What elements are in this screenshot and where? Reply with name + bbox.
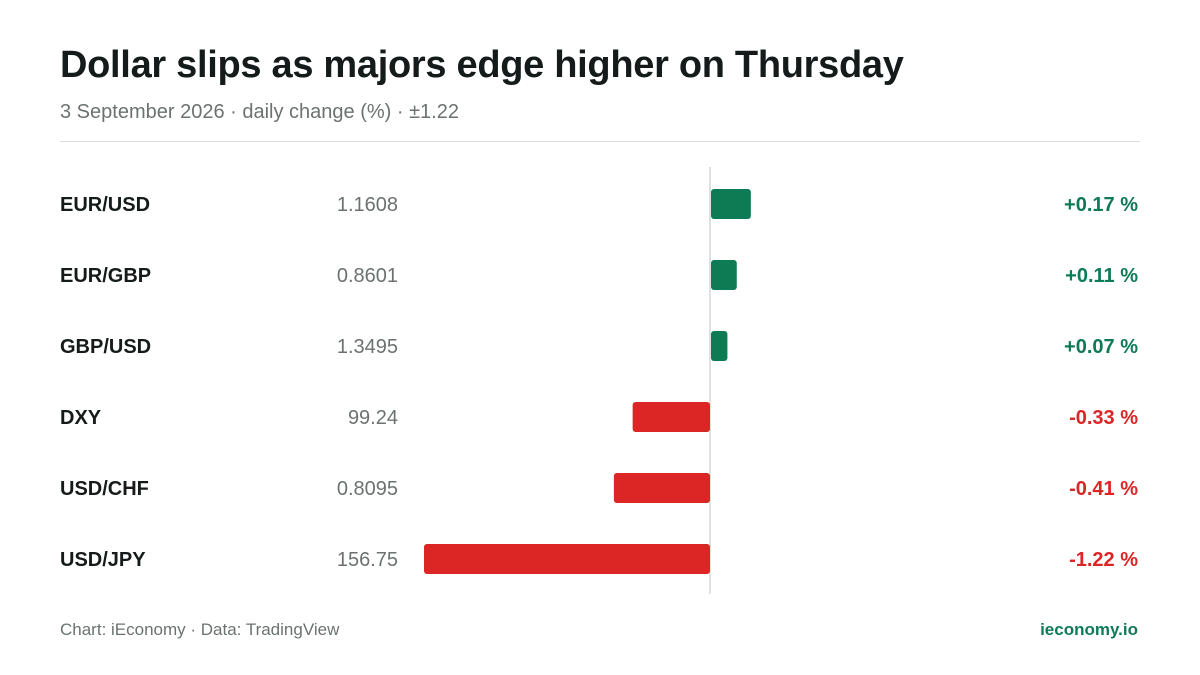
value-label: -0.33 % (1069, 407, 1138, 429)
category-label: EUR/GBP (60, 265, 151, 287)
header-divider (60, 141, 1140, 142)
value-label: +0.07 % (1064, 336, 1138, 358)
chart-subtitle: 3 September 2026 · daily change (%) · ±1… (60, 101, 459, 123)
chart-title: Dollar slips as majors edge higher on Th… (60, 44, 904, 86)
category-label: USD/CHF (60, 478, 149, 500)
bar (711, 189, 751, 219)
value-label: -1.22 % (1069, 549, 1138, 571)
bar (632, 402, 710, 432)
bar (613, 473, 710, 503)
price-label: 1.1608 (337, 194, 398, 216)
value-label: -0.41 % (1069, 478, 1138, 500)
price-label: 0.8601 (337, 265, 398, 287)
price-label: 99.24 (348, 407, 398, 429)
category-label: EUR/USD (60, 194, 150, 216)
bar (424, 544, 710, 574)
brand-link[interactable]: ieconomy.io (1040, 620, 1138, 639)
value-label: +0.17 % (1064, 194, 1138, 216)
bar (711, 331, 728, 361)
source-credit: Chart: iEconomy · Data: TradingView (60, 620, 340, 639)
bar (711, 260, 737, 290)
category-label: DXY (60, 407, 102, 429)
price-label: 156.75 (337, 549, 398, 571)
price-label: 0.8095 (337, 478, 398, 500)
value-label: +0.11 % (1065, 265, 1138, 287)
price-label: 1.3495 (337, 336, 398, 358)
category-label: GBP/USD (60, 336, 151, 358)
category-label: USD/JPY (60, 549, 146, 571)
